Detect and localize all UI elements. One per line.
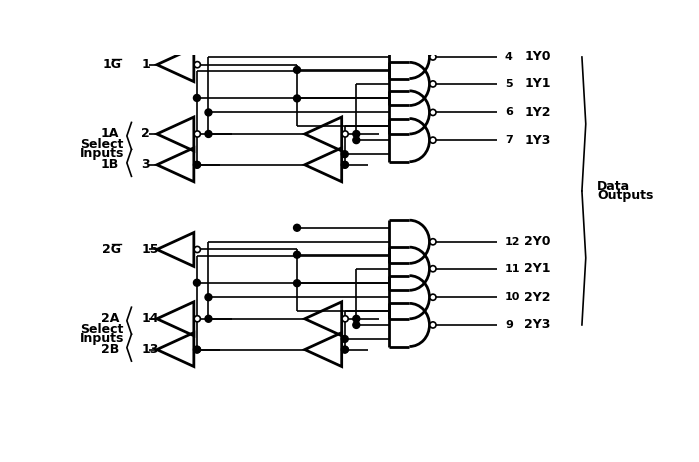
Circle shape bbox=[294, 95, 301, 102]
Circle shape bbox=[342, 131, 348, 137]
Circle shape bbox=[430, 322, 436, 328]
Circle shape bbox=[294, 67, 301, 73]
Circle shape bbox=[294, 280, 301, 286]
Circle shape bbox=[205, 294, 212, 301]
Circle shape bbox=[430, 54, 436, 60]
Text: 5: 5 bbox=[505, 79, 512, 89]
Circle shape bbox=[294, 251, 301, 258]
Text: 2Y0: 2Y0 bbox=[524, 235, 551, 248]
Circle shape bbox=[341, 346, 348, 353]
Text: 2G: 2G bbox=[103, 243, 122, 256]
Circle shape bbox=[430, 239, 436, 245]
Circle shape bbox=[205, 315, 212, 322]
Circle shape bbox=[194, 131, 201, 137]
Text: 14: 14 bbox=[141, 312, 159, 325]
Text: 2Y1: 2Y1 bbox=[524, 262, 551, 275]
Circle shape bbox=[341, 151, 348, 158]
Circle shape bbox=[205, 131, 212, 138]
Circle shape bbox=[194, 161, 201, 168]
Text: 2Y2: 2Y2 bbox=[524, 291, 551, 304]
Circle shape bbox=[294, 225, 301, 231]
Circle shape bbox=[194, 316, 201, 322]
Text: 6: 6 bbox=[505, 108, 513, 117]
Text: 2Y3: 2Y3 bbox=[524, 318, 551, 331]
Circle shape bbox=[430, 266, 436, 272]
Circle shape bbox=[430, 137, 436, 143]
Text: Inputs: Inputs bbox=[80, 147, 124, 160]
Circle shape bbox=[194, 279, 201, 286]
Text: 1G: 1G bbox=[103, 58, 122, 71]
Circle shape bbox=[194, 246, 201, 253]
Text: 4: 4 bbox=[505, 52, 513, 62]
Text: 13: 13 bbox=[141, 343, 159, 356]
Circle shape bbox=[194, 346, 201, 353]
Text: 1Y3: 1Y3 bbox=[524, 134, 551, 146]
Text: Data: Data bbox=[598, 180, 630, 193]
Text: 9: 9 bbox=[505, 320, 513, 330]
Circle shape bbox=[353, 131, 360, 138]
Text: 15: 15 bbox=[141, 243, 159, 256]
Text: 3: 3 bbox=[141, 158, 150, 171]
Circle shape bbox=[353, 137, 360, 144]
Circle shape bbox=[430, 81, 436, 87]
Text: 1Y0: 1Y0 bbox=[524, 50, 551, 63]
Text: 1B: 1B bbox=[101, 158, 119, 171]
Circle shape bbox=[342, 346, 348, 353]
Circle shape bbox=[342, 162, 348, 168]
Text: Select: Select bbox=[80, 138, 124, 151]
Circle shape bbox=[341, 161, 348, 168]
Circle shape bbox=[194, 61, 201, 68]
Circle shape bbox=[194, 162, 201, 168]
Text: 2A: 2A bbox=[101, 312, 119, 325]
Circle shape bbox=[194, 346, 201, 353]
Circle shape bbox=[205, 109, 212, 116]
Text: 7: 7 bbox=[505, 135, 512, 145]
Circle shape bbox=[294, 40, 301, 47]
Circle shape bbox=[353, 322, 360, 328]
Text: 11: 11 bbox=[505, 264, 521, 274]
Text: 1: 1 bbox=[141, 58, 150, 71]
Text: 2B: 2B bbox=[101, 343, 119, 356]
Circle shape bbox=[194, 95, 201, 102]
Circle shape bbox=[430, 294, 436, 300]
Text: 1Y2: 1Y2 bbox=[524, 106, 551, 119]
Circle shape bbox=[353, 315, 360, 322]
Circle shape bbox=[342, 316, 348, 322]
Text: Outputs: Outputs bbox=[598, 189, 654, 202]
Text: 10: 10 bbox=[505, 292, 520, 302]
Text: Inputs: Inputs bbox=[80, 332, 124, 345]
Text: Select: Select bbox=[80, 323, 124, 336]
Text: 12: 12 bbox=[505, 237, 521, 247]
Circle shape bbox=[341, 335, 348, 342]
Text: 2: 2 bbox=[141, 128, 150, 140]
Text: 1A: 1A bbox=[101, 128, 119, 140]
Circle shape bbox=[430, 109, 436, 116]
Text: 1Y1: 1Y1 bbox=[524, 78, 551, 91]
